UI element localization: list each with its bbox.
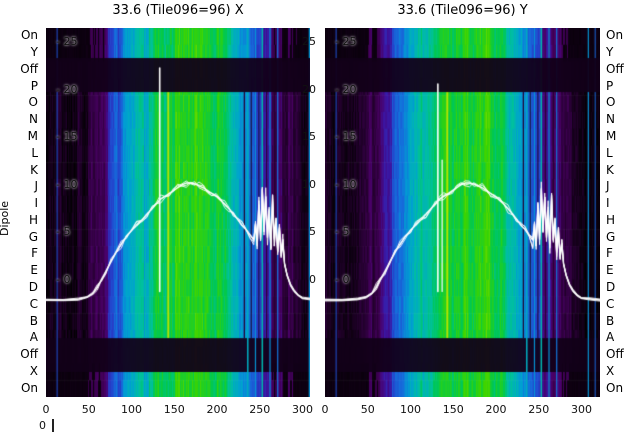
dipole-label-left: Off [20, 347, 38, 362]
corner-tick-mark [52, 419, 54, 432]
dipole-label-right: L [606, 145, 613, 160]
dipole-label-left: Off [20, 61, 38, 76]
plot-title-x: 33.6 (Tile096=96) X [112, 3, 244, 18]
dipole-label-right: Y [606, 45, 614, 60]
dipole-label-left: Y [30, 45, 38, 60]
xtick-label: 200 [206, 403, 228, 416]
ytick-label-inner: - 5 [335, 225, 350, 239]
dipole-label-right: H [606, 212, 616, 227]
ytick-label-mid: 0 [309, 273, 316, 287]
xtick-label: 150 [442, 403, 464, 416]
ytick-label-inner: - 10 [335, 177, 357, 191]
dipole-label-right: Off [606, 61, 624, 76]
dipole-label-left: B [29, 313, 38, 328]
xtick-label: 0 [321, 403, 329, 416]
xtick-label: 300 [292, 403, 313, 416]
dipole-label-right: G [606, 229, 616, 244]
ytick-label-inner: - 10 [56, 177, 78, 191]
dipole-label-right: N [606, 112, 615, 127]
ytick-label-inner: - 20 [56, 82, 78, 96]
dipole-label-left: K [30, 162, 38, 177]
xtick-label: 50 [360, 403, 375, 416]
dipole-label-right: I [606, 196, 610, 211]
dipole-label-right: A [606, 330, 615, 345]
dipole-label-right: D [606, 279, 616, 294]
xtick-label: 100 [400, 403, 421, 416]
dipole-label-left: P [30, 78, 38, 93]
dipole-label-right: K [606, 162, 614, 177]
dipole-label-left: E [30, 263, 38, 278]
dipole-label-left: L [31, 145, 38, 160]
corner-zero-label: 0 [39, 419, 46, 432]
dipole-label-left: X [29, 363, 38, 378]
ytick-label-inner: - 0 [335, 273, 350, 287]
ytick-label-mid: 5 [309, 225, 316, 239]
xtick-label: 250 [528, 403, 550, 416]
heatmap-plot-x [46, 28, 310, 397]
ytick-label-mid: 15 [302, 130, 316, 144]
dipole-label-left: M [27, 129, 38, 144]
plot-title-y: 33.6 (Tile096=96) Y [397, 3, 528, 18]
dipole-label-left: G [28, 229, 38, 244]
dipole-label-left: N [29, 112, 38, 127]
dipole-label-right: J [606, 179, 610, 194]
dipole-label-left: I [34, 196, 38, 211]
xtick-label: 200 [485, 403, 507, 416]
dipole-label-right: C [606, 296, 615, 311]
dipole-label-right: B [606, 313, 615, 328]
dipole-label-right: O [606, 95, 616, 110]
dipole-label-left: C [29, 296, 38, 311]
xtick-label: 250 [249, 403, 271, 416]
dipole-label-right: On [606, 380, 624, 395]
dipole-label-left: On [20, 28, 38, 43]
dipole-label-left: On [20, 380, 38, 395]
dipole-label-left: O [28, 95, 38, 110]
ytick-label-inner: - 15 [56, 130, 78, 144]
ytick-label-inner: - 25 [335, 35, 357, 49]
dipole-label-right: F [606, 246, 613, 261]
ytick-label-inner: - 5 [56, 225, 71, 239]
heatmap-plot-y [325, 28, 600, 397]
dipole-label-right: M [606, 129, 617, 144]
ytick-label-mid: 20 [302, 82, 316, 96]
ytick-label-inner: - 25 [56, 35, 78, 49]
dipole-label-right: P [606, 78, 614, 93]
xtick-label: 100 [121, 403, 142, 416]
dipole-label-left: F [31, 246, 38, 261]
dipole-label-left: J [34, 179, 38, 194]
ytick-label-mid: 25 [302, 35, 316, 49]
dipole-label-left: A [29, 330, 38, 345]
ytick-label-mid: 10 [302, 177, 316, 191]
xtick-label: 50 [81, 403, 96, 416]
xtick-label: 0 [42, 403, 50, 416]
ytick-label-inner: - 20 [335, 82, 357, 96]
dipole-label-right: Off [606, 347, 624, 362]
dipole-label-left: H [28, 212, 38, 227]
dipole-label-right: On [606, 28, 624, 43]
ytick-label-inner: - 0 [56, 273, 71, 287]
dipole-label-right: E [606, 263, 614, 278]
xtick-label: 300 [571, 403, 592, 416]
dipole-label-left: D [28, 279, 38, 294]
dipole-label-right: X [606, 363, 615, 378]
ytick-label-inner: - 15 [335, 130, 357, 144]
xtick-label: 150 [163, 403, 185, 416]
